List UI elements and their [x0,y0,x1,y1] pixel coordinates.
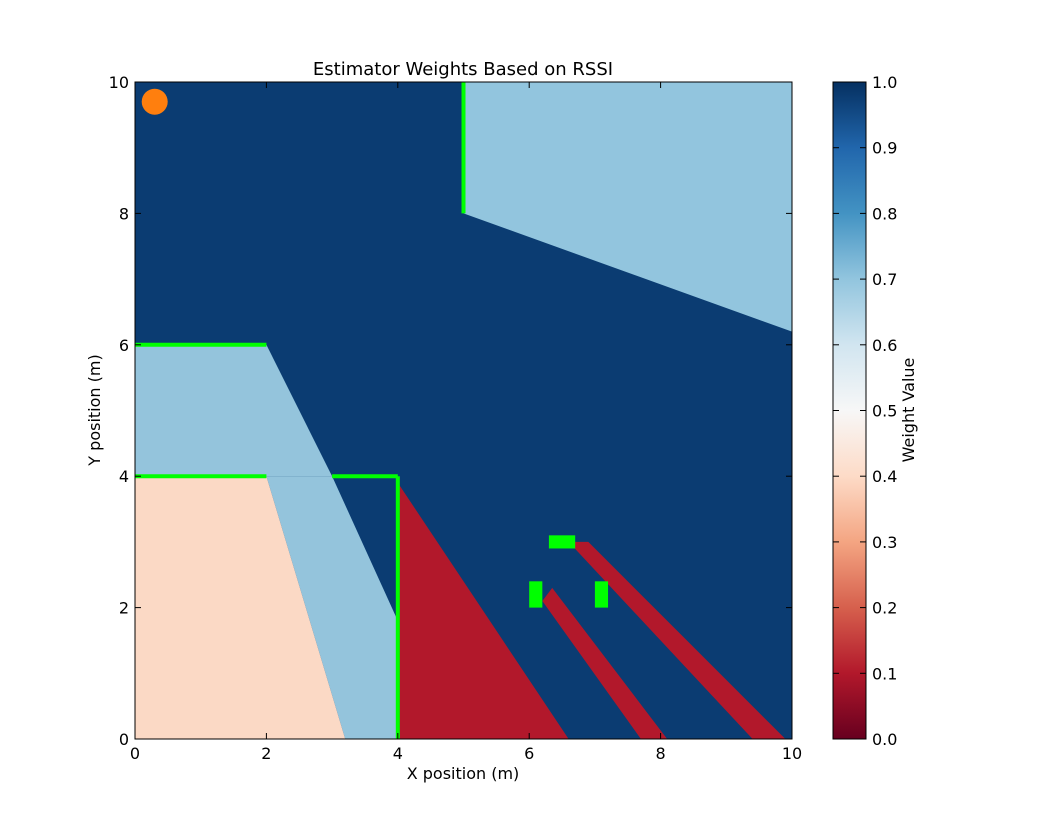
x-axis-label: X position (m) [407,764,520,783]
colorbar-tick-label-0: 0.0 [872,730,897,749]
y-tick-label-2: 4 [119,467,129,486]
weight-region-1 [463,82,792,332]
weight-region-7 [568,541,786,739]
x-tick-label-0: 0 [130,744,140,763]
source-marker-layer [141,88,168,115]
colorbar-label: Weight Value [899,358,918,463]
colorbar-tick-label-2: 0.2 [872,599,897,618]
colorbar-tick-label-7: 0.7 [872,270,897,289]
weight-regions [135,82,792,739]
plot-frame [134,81,793,740]
y-axis-label: Y position (m) [85,354,104,466]
y-tick-label-4: 8 [119,204,129,223]
chart-title: Estimator Weights Based on RSSI [313,59,613,80]
colorbar-tick-label-4: 0.4 [872,467,897,486]
weight-region-4 [135,476,346,739]
obstacles [529,535,609,608]
weight-region-6 [542,587,668,739]
y-tick-label-5: 10 [109,73,129,92]
colorbar-tick-label-1: 0.1 [872,664,897,683]
obstacle-2 [594,581,609,608]
colorbar-tick-label-3: 0.3 [872,533,897,552]
weight-region-2 [135,344,333,477]
weight-region-5 [397,482,569,739]
colorbar-tick-label-9: 0.9 [872,139,897,158]
colorbar-tick-label-8: 0.8 [872,204,897,223]
colorbar-ticks: 0.0 0.1 0.2 0.3 0.4 0.5 0.6 0.7 0.8 0.9 1.0 [833,73,897,749]
y-tick-label-0: 0 [119,730,129,749]
x-tick-label-2: 4 [393,744,403,763]
heatmap-plot-area [135,82,792,739]
colorbar-tick-label-5: 0.5 [872,402,897,421]
obstacle-0 [548,535,576,549]
colorbar-tick-label-6: 0.6 [872,336,897,355]
y-axis-ticks: 0 2 4 6 8 10 [109,73,792,749]
weight-region-3 [266,476,398,739]
colorbar-tick-label-10: 1.0 [872,73,897,92]
x-tick-label-4: 8 [656,744,666,763]
y-tick-label-3: 6 [119,336,129,355]
x-axis-ticks: 0 2 4 6 8 10 [130,82,802,763]
walls [135,82,466,739]
obstacle-1 [529,581,543,608]
x-tick-label-1: 2 [261,744,271,763]
x-tick-label-3: 6 [524,744,534,763]
y-tick-label-1: 2 [119,599,129,618]
x-tick-label-5: 10 [782,744,802,763]
source-marker [141,88,168,115]
